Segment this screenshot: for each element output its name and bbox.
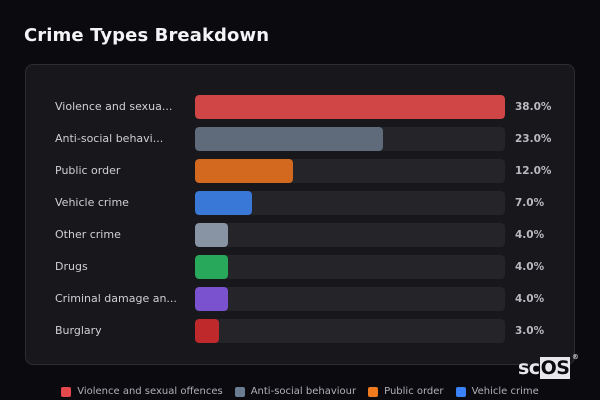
bar-value: 38.0% [515, 101, 552, 113]
bar-row: Drugs 4.0% [26, 255, 576, 279]
bar-fill[interactable] [195, 95, 505, 119]
bar-label: Vehicle crime [55, 196, 129, 209]
bar-track [195, 191, 505, 215]
legend-item[interactable]: Violence and sexual offences [61, 386, 223, 397]
bar-row: Criminal damage an... 4.0% [26, 287, 576, 311]
bar-track [195, 287, 505, 311]
legend-swatch-icon [368, 386, 379, 397]
chart-legend: Violence and sexual offences Anti-social… [0, 386, 600, 397]
bar-fill[interactable] [195, 127, 383, 151]
bar-label: Drugs [55, 260, 88, 273]
bar-value: 7.0% [515, 197, 545, 209]
legend-item[interactable]: Anti-social behaviour [234, 386, 357, 397]
bar-row: Burglary 3.0% [26, 319, 576, 343]
watermark-text-boxed: OS [539, 357, 571, 379]
bar-label: Violence and sexua... [55, 100, 173, 113]
bar-fill[interactable] [195, 319, 220, 343]
bar-fill[interactable] [195, 159, 293, 183]
bar-row: Public order 12.0% [26, 159, 576, 183]
legend-label: Public order [384, 386, 444, 397]
bar-track [195, 223, 505, 247]
bar-track [195, 95, 505, 119]
legend-label: Anti-social behaviour [250, 386, 357, 397]
bar-row: Violence and sexua... 38.0% [26, 95, 576, 119]
bar-track [195, 159, 505, 183]
bar-label: Burglary [55, 324, 102, 337]
legend-label: Violence and sexual offences [77, 386, 223, 397]
bar-label: Criminal damage an... [55, 292, 177, 305]
bar-row: Anti-social behavi... 23.0% [26, 127, 576, 151]
scos-watermark-logo: scOS ® [518, 353, 579, 379]
legend-item[interactable]: Public order [368, 386, 444, 397]
bar-value: 23.0% [515, 133, 552, 145]
bar-fill[interactable] [195, 287, 228, 311]
bar-track [195, 255, 505, 279]
watermark-text: sc [518, 357, 540, 379]
legend-swatch-icon [234, 386, 245, 397]
bar-label: Other crime [55, 228, 121, 241]
bar-row: Vehicle crime 7.0% [26, 191, 576, 215]
bar-fill[interactable] [195, 255, 228, 279]
bar-value: 4.0% [515, 229, 545, 241]
legend-label: Vehicle crime [471, 386, 539, 397]
registered-mark-icon: ® [571, 353, 579, 361]
legend-swatch-icon [61, 386, 72, 397]
bar-fill[interactable] [195, 191, 253, 215]
legend-item[interactable]: Vehicle crime [455, 386, 539, 397]
bar-label: Public order [55, 164, 121, 177]
bar-value: 4.0% [515, 261, 545, 273]
chart-title: Crime Types Breakdown [24, 25, 270, 46]
bar-track [195, 127, 505, 151]
legend-swatch-icon [455, 386, 466, 397]
bar-row: Other crime 4.0% [26, 223, 576, 247]
bar-label: Anti-social behavi... [55, 132, 164, 145]
bar-value: 12.0% [515, 165, 552, 177]
bar-track [195, 319, 505, 343]
chart-panel: Violence and sexua... 38.0% Anti-social … [25, 64, 575, 365]
bar-value: 3.0% [515, 325, 545, 337]
bar-fill[interactable] [195, 223, 228, 247]
bar-value: 4.0% [515, 293, 545, 305]
